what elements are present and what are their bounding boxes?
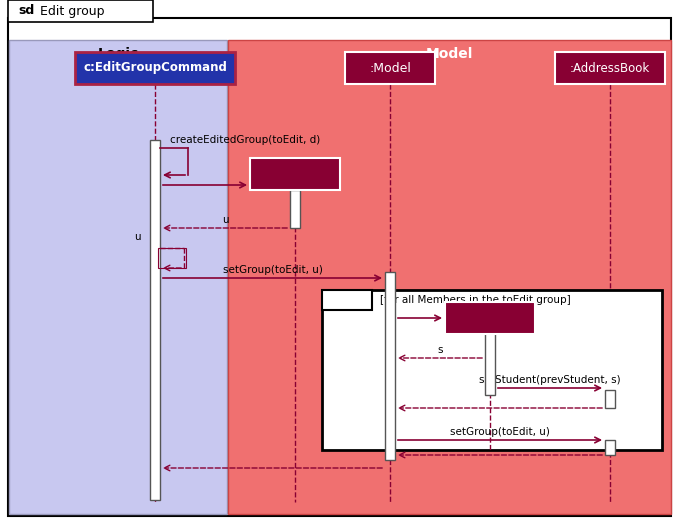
Text: s:Student: s:Student [460, 312, 520, 325]
Bar [75, 52, 235, 84]
Bar [8, 0, 153, 22]
Text: Logic: Logic [97, 47, 139, 61]
Text: setGroup(toEdit, u): setGroup(toEdit, u) [450, 427, 550, 437]
Text: Edit group: Edit group [36, 5, 105, 18]
Text: loop: loop [333, 295, 361, 305]
Text: setGroup(toEdit, u): setGroup(toEdit, u) [223, 265, 323, 275]
Bar [322, 290, 372, 310]
Text: u:Group: u:Group [270, 168, 320, 181]
Bar [555, 52, 665, 84]
Bar [605, 440, 615, 455]
Bar [485, 322, 495, 395]
Bar [445, 302, 535, 334]
Bar [158, 248, 186, 268]
Bar [150, 140, 160, 500]
Text: :AddressBook: :AddressBook [570, 62, 650, 75]
Text: createEditedGroup(toEdit, d): createEditedGroup(toEdit, d) [170, 135, 320, 145]
Bar [228, 40, 671, 514]
Bar [322, 290, 662, 450]
Text: sd: sd [18, 5, 34, 18]
Bar [385, 272, 395, 460]
Text: setStudent(prevStudent, s): setStudent(prevStudent, s) [479, 375, 621, 385]
Bar [605, 390, 615, 408]
Bar [9, 40, 227, 514]
Text: [for all Members in the toEdit group]: [for all Members in the toEdit group] [380, 295, 571, 305]
Text: :Model: :Model [369, 62, 411, 75]
Text: Model: Model [426, 47, 473, 61]
Text: s: s [437, 345, 443, 355]
Bar [250, 158, 340, 190]
Text: u: u [134, 232, 141, 242]
Bar [345, 52, 435, 84]
Text: u: u [221, 215, 228, 225]
Text: c:EditGroupCommand: c:EditGroupCommand [83, 62, 227, 75]
Bar [290, 190, 300, 228]
